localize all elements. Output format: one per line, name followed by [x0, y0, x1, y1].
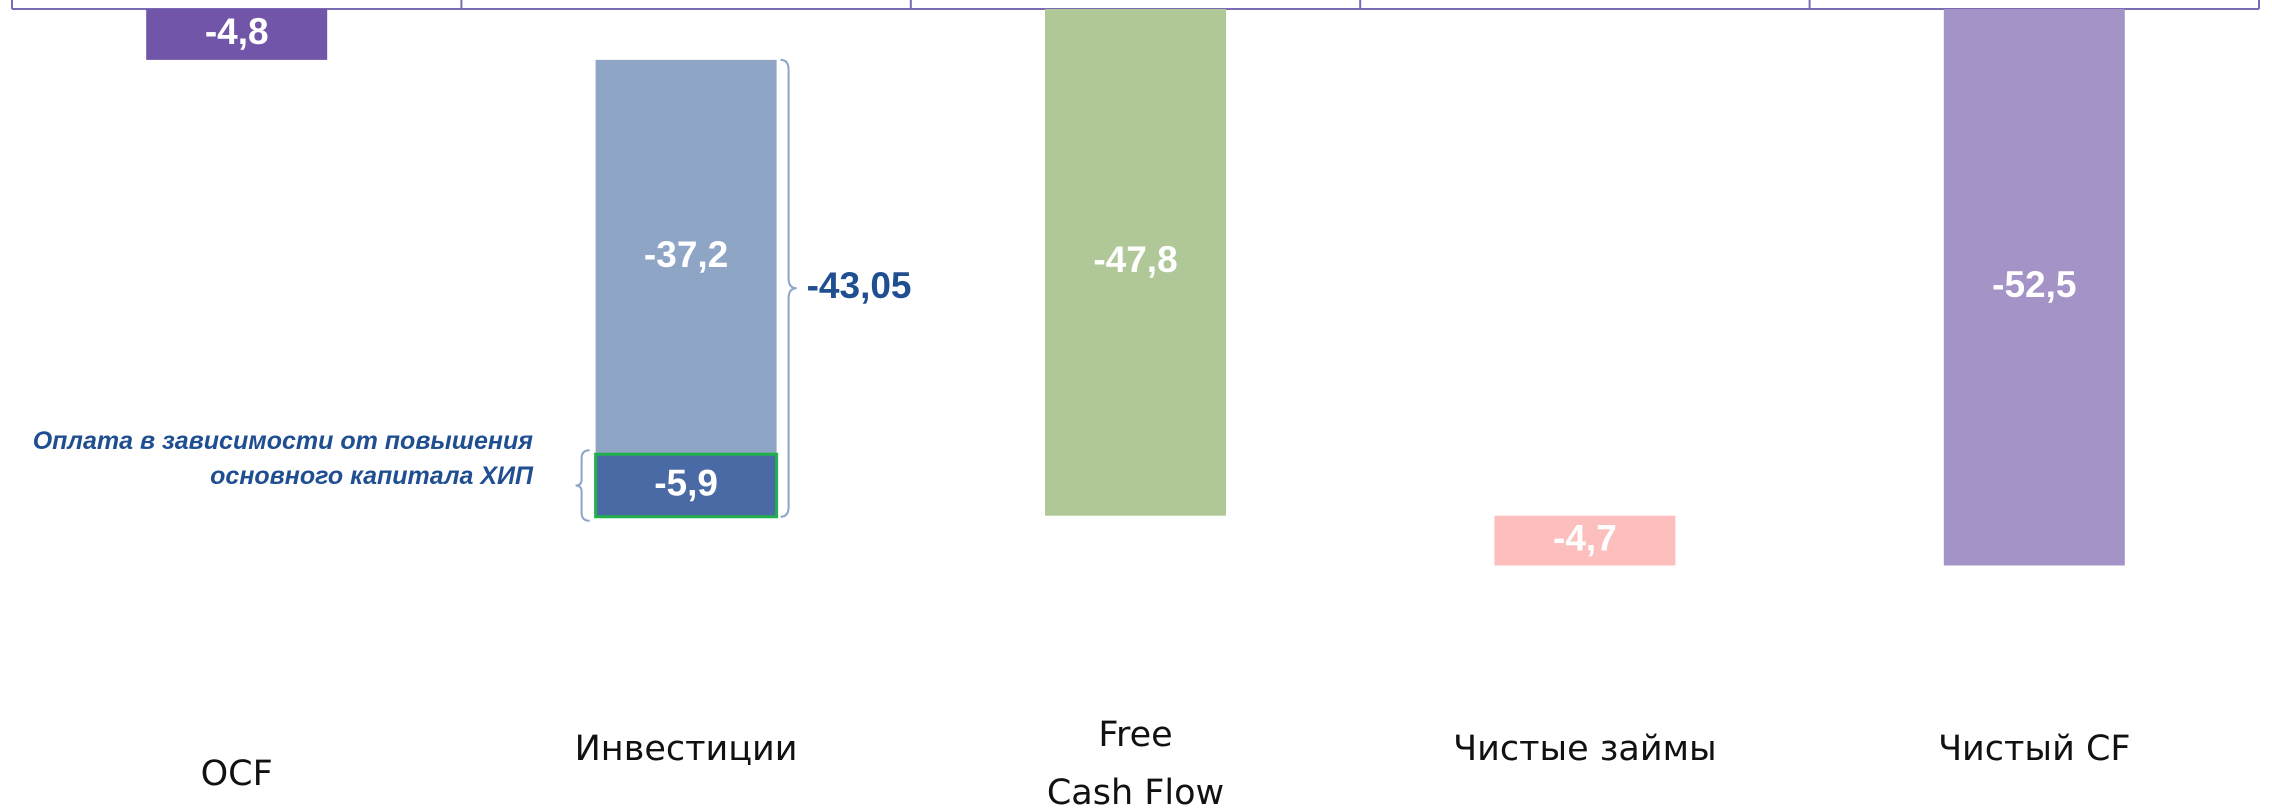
bracket [780, 58, 797, 518]
annotation-note: Оплата в зависимости от повышения основн… [32, 427, 533, 490]
bar [1045, 9, 1226, 516]
value-label: -37,2 [644, 234, 728, 275]
value-label: -5,9 [654, 462, 718, 503]
x-tick-label: Инвестиции [574, 729, 798, 769]
value-label: -4,8 [205, 11, 269, 52]
value-label: -4,7 [1553, 517, 1617, 558]
value-label: -47,8 [1093, 239, 1177, 280]
bracket-label: -43,05 [807, 265, 912, 306]
bar [146, 9, 328, 60]
bar [1494, 515, 1676, 566]
x-tick-label: Free Cash Flow [1046, 715, 1225, 812]
bar [595, 59, 777, 455]
x-tick-label: Чистый CF [1938, 729, 2131, 769]
x-tick-label: Чистые займы [1453, 729, 1717, 769]
bar [594, 452, 779, 519]
bar [1943, 9, 2125, 566]
value-label: -52,5 [1992, 264, 2076, 305]
x-tick-label: OCF [200, 754, 273, 794]
note-brace [575, 449, 590, 522]
